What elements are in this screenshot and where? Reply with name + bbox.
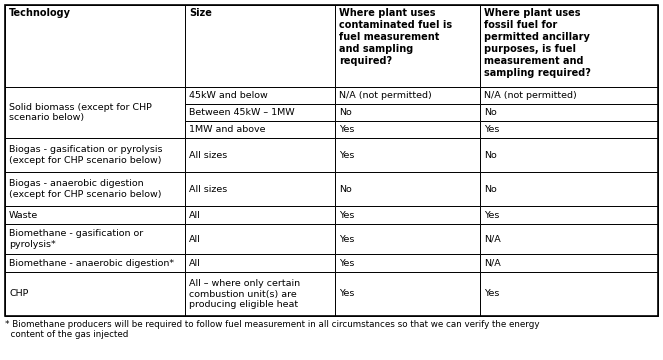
Bar <box>185 172 335 206</box>
Bar <box>480 104 658 121</box>
Bar <box>480 172 658 206</box>
Text: Biogas - gasification or pyrolysis
(except for CHP scenario below): Biogas - gasification or pyrolysis (exce… <box>9 145 162 165</box>
Bar <box>185 104 335 121</box>
Bar <box>185 272 335 316</box>
Bar <box>335 138 480 172</box>
Bar <box>480 254 658 272</box>
Bar <box>335 121 480 138</box>
Text: Where plant uses
contaminated fuel is
fuel measurement
and sampling
required?: Where plant uses contaminated fuel is fu… <box>339 8 452 66</box>
Text: N/A: N/A <box>484 234 501 243</box>
Text: N/A: N/A <box>484 258 501 267</box>
Text: Yes: Yes <box>484 125 499 134</box>
Bar <box>185 206 335 224</box>
Text: Yes: Yes <box>339 125 355 134</box>
Bar <box>480 121 658 138</box>
Text: Biogas - anaerobic digestion
(except for CHP scenario below): Biogas - anaerobic digestion (except for… <box>9 179 162 199</box>
Bar <box>5 5 658 316</box>
Bar <box>185 254 335 272</box>
Text: Where plant uses
fossil fuel for
permitted ancillary
purposes, is fuel
measureme: Where plant uses fossil fuel for permitt… <box>484 8 591 78</box>
Bar <box>480 87 658 104</box>
Text: No: No <box>339 184 352 194</box>
Text: CHP: CHP <box>9 289 29 298</box>
Text: 1MW and above: 1MW and above <box>189 125 265 134</box>
Text: content of the gas injected: content of the gas injected <box>5 330 129 339</box>
Text: All: All <box>189 234 201 243</box>
Bar <box>480 272 658 316</box>
Text: No: No <box>484 150 497 159</box>
Text: All: All <box>189 211 201 220</box>
Text: All: All <box>189 258 201 267</box>
Bar <box>5 206 185 224</box>
Text: All sizes: All sizes <box>189 150 227 159</box>
Bar <box>480 206 658 224</box>
Text: Biomethane - anaerobic digestion*: Biomethane - anaerobic digestion* <box>9 258 174 267</box>
Text: Yes: Yes <box>339 258 355 267</box>
Text: Yes: Yes <box>339 289 355 298</box>
Bar <box>480 138 658 172</box>
Text: Yes: Yes <box>484 289 499 298</box>
Text: All – where only certain
combustion unit(s) are
producing eligible heat: All – where only certain combustion unit… <box>189 279 300 309</box>
Text: Yes: Yes <box>339 234 355 243</box>
Bar <box>5 172 185 206</box>
Text: Solid biomass (except for CHP
scenario below): Solid biomass (except for CHP scenario b… <box>9 103 152 122</box>
Bar <box>185 138 335 172</box>
Text: No: No <box>484 184 497 194</box>
Bar <box>5 138 185 172</box>
Bar <box>335 5 480 87</box>
Bar <box>185 87 335 104</box>
Text: Size: Size <box>189 8 212 18</box>
Text: N/A (not permitted): N/A (not permitted) <box>339 91 432 100</box>
Bar <box>5 87 185 138</box>
Bar <box>335 224 480 254</box>
Text: 45kW and below: 45kW and below <box>189 91 268 100</box>
Bar <box>185 5 335 87</box>
Text: All sizes: All sizes <box>189 184 227 194</box>
Bar <box>185 224 335 254</box>
Text: N/A (not permitted): N/A (not permitted) <box>484 91 577 100</box>
Bar <box>335 87 480 104</box>
Text: * Biomethane producers will be required to follow fuel measurement in all circum: * Biomethane producers will be required … <box>5 320 540 329</box>
Bar <box>335 172 480 206</box>
Text: No: No <box>484 108 497 117</box>
Text: Waste: Waste <box>9 211 38 220</box>
Text: Technology: Technology <box>9 8 71 18</box>
Bar <box>335 272 480 316</box>
Text: Yes: Yes <box>339 211 355 220</box>
Text: Yes: Yes <box>484 211 499 220</box>
Bar <box>5 5 185 87</box>
Bar <box>5 254 185 272</box>
Bar <box>185 121 335 138</box>
Bar <box>480 5 658 87</box>
Bar <box>5 272 185 316</box>
Bar <box>480 224 658 254</box>
Bar <box>335 254 480 272</box>
Text: No: No <box>339 108 352 117</box>
Bar <box>5 224 185 254</box>
Text: Between 45kW – 1MW: Between 45kW – 1MW <box>189 108 294 117</box>
Bar <box>335 104 480 121</box>
Text: Yes: Yes <box>339 150 355 159</box>
Bar <box>335 206 480 224</box>
Text: Biomethane - gasification or
pyrolysis*: Biomethane - gasification or pyrolysis* <box>9 229 143 249</box>
